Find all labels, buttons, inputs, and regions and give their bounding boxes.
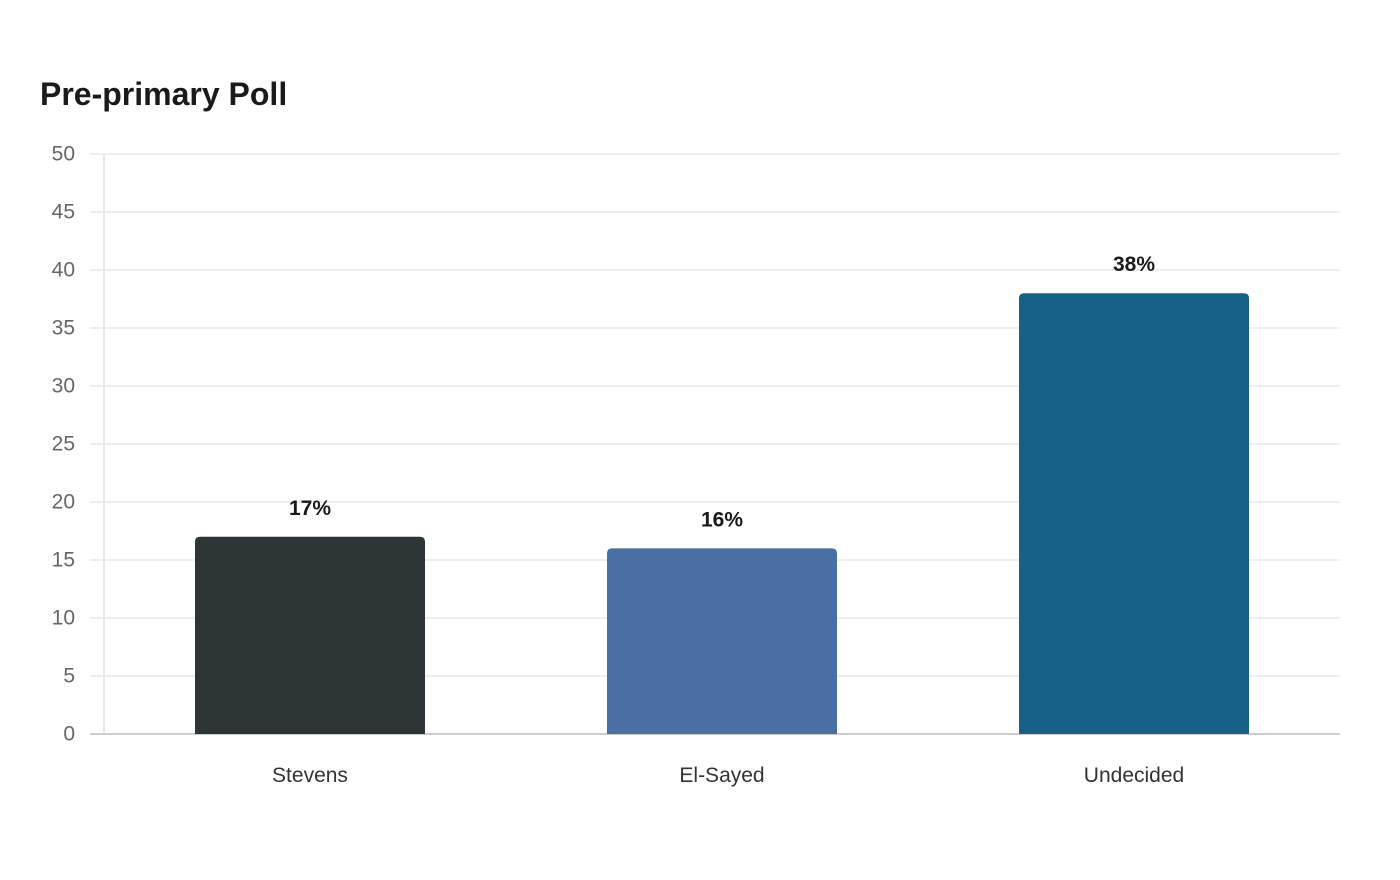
y-tick-label: 30 (52, 375, 75, 398)
y-tick-label: 25 (52, 433, 75, 456)
category-label: Undecided (1084, 764, 1184, 787)
category-label: Stevens (272, 764, 348, 787)
y-tick-label: 45 (52, 201, 75, 224)
data-label: 17% (289, 497, 331, 520)
y-tick-label: 5 (63, 665, 75, 688)
bars (195, 293, 1249, 734)
category-labels: Stevens El-Sayed Undecided (272, 764, 1184, 787)
y-tick-label: 15 (52, 549, 75, 572)
bar-el-sayed (607, 548, 837, 734)
bar-stevens (195, 536, 425, 734)
y-tick-label: 20 (52, 491, 75, 514)
bar-undecided (1019, 293, 1249, 734)
data-labels: 17% 16% 38% (289, 253, 1155, 531)
data-label: 38% (1113, 253, 1155, 276)
chart-title: Pre-primary Poll (40, 76, 288, 112)
y-tick-labels: 0 5 10 15 20 25 30 35 40 45 50 (52, 143, 75, 746)
y-tick-label: 40 (52, 259, 75, 282)
y-tick-label: 50 (52, 143, 75, 166)
y-tick-label: 0 (63, 723, 75, 746)
category-label: El-Sayed (679, 764, 764, 787)
data-label: 16% (701, 508, 743, 531)
y-tick-label: 10 (52, 607, 75, 630)
y-tick-label: 35 (52, 317, 75, 340)
